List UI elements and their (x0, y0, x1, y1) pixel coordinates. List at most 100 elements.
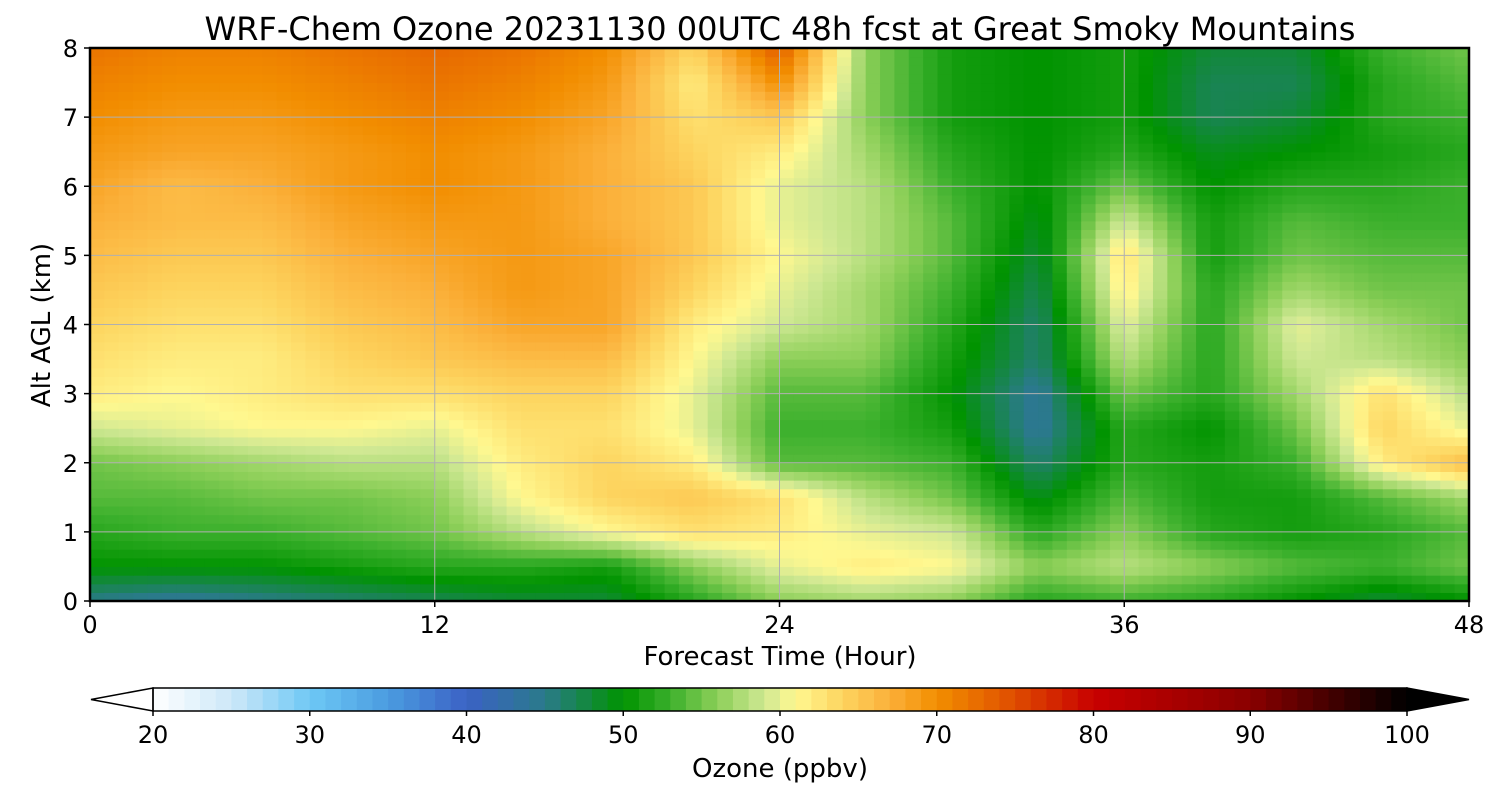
heatmap-cell (923, 583, 939, 593)
heatmap-cell (1440, 194, 1456, 205)
heatmap-cell (147, 229, 163, 239)
heatmap-cell (1095, 350, 1111, 360)
heatmap-cell (1339, 462, 1355, 472)
heatmap-cell (90, 341, 105, 352)
heatmap-cell (865, 238, 881, 248)
heatmap-cell (463, 333, 479, 343)
heatmap-cell (621, 359, 637, 369)
heatmap-cell (851, 272, 867, 282)
heatmap-cell (190, 428, 206, 438)
heatmap-cell (1224, 151, 1240, 161)
heatmap-cell (305, 566, 321, 576)
heatmap-cell (865, 272, 881, 282)
heatmap-cell (1181, 523, 1197, 533)
heatmap-cell (607, 428, 623, 438)
heatmap-cell (678, 549, 694, 559)
heatmap-cell (1095, 298, 1111, 308)
heatmap-cell (406, 531, 421, 542)
heatmap-cell (851, 324, 867, 334)
heatmap-cell (1310, 315, 1326, 326)
heatmap-cell (319, 212, 335, 222)
heatmap-cell (161, 350, 177, 360)
heatmap-cell (535, 264, 551, 274)
heatmap-cell (391, 350, 407, 360)
heatmap-cell (463, 307, 479, 317)
heatmap-cell (865, 177, 881, 187)
heatmap-cell (1167, 540, 1183, 550)
heatmap-cell (1038, 505, 1054, 516)
heatmap-cell (204, 410, 220, 421)
heatmap-cell (449, 540, 465, 550)
heatmap-cell (779, 333, 795, 343)
heatmap-cell (607, 246, 623, 256)
heatmap-cell (391, 359, 407, 369)
heatmap-cell (1224, 177, 1240, 187)
heatmap-cell (664, 367, 680, 377)
heatmap-cell (118, 168, 134, 179)
heatmap-cell (1382, 419, 1398, 429)
heatmap-cell (736, 393, 752, 403)
heatmap-cell (233, 575, 249, 585)
heatmap-cell (420, 575, 436, 585)
heatmap-cell (994, 151, 1010, 161)
heatmap-cell (1181, 445, 1197, 455)
heatmap-cell (1167, 592, 1183, 602)
heatmap-cell (549, 471, 565, 481)
heatmap-cell (1167, 454, 1183, 464)
heatmap-cell (808, 246, 824, 256)
heatmap-cell (506, 393, 522, 403)
heatmap-cell (1296, 238, 1312, 248)
heatmap-cell (1095, 289, 1111, 300)
heatmap-cell (836, 359, 852, 369)
heatmap-cell (133, 203, 149, 213)
heatmap-cell (1052, 212, 1068, 222)
heatmap-cell (1296, 324, 1312, 334)
heatmap-cell (1454, 186, 1470, 196)
heatmap-cell (736, 289, 752, 300)
heatmap-cell (1066, 376, 1082, 386)
heatmap-cell (248, 333, 263, 343)
heatmap-cell (248, 229, 263, 239)
heatmap-cell (1339, 229, 1355, 239)
heatmap-cell (291, 177, 307, 187)
heatmap-cell (492, 186, 508, 196)
heatmap-cell (233, 480, 249, 490)
heatmap-cell (1066, 566, 1082, 576)
heatmap-cell (664, 480, 680, 490)
heatmap-cell (147, 194, 163, 205)
heatmap-cell (1397, 367, 1413, 377)
heatmap-cell (549, 350, 565, 360)
heatmap-cell (1210, 549, 1226, 559)
heatmap-cell (147, 549, 163, 559)
heatmap-cell (305, 376, 321, 386)
heatmap-cell (664, 393, 680, 403)
heatmap-cell (1138, 246, 1154, 256)
heatmap-cell (1095, 177, 1111, 187)
heatmap-cell (118, 583, 134, 593)
heatmap-cell (1440, 220, 1456, 231)
heatmap-cell (535, 341, 551, 352)
heatmap-cell (291, 220, 307, 231)
heatmap-cell (908, 410, 924, 421)
heatmap-cell (549, 410, 565, 421)
heatmap-cell (693, 480, 709, 490)
heatmap-cell (262, 272, 278, 282)
heatmap-cell (262, 177, 278, 187)
heatmap-cell (406, 488, 421, 498)
heatmap-cell (449, 497, 465, 507)
heatmap-cell (1440, 462, 1456, 472)
heatmap-cell (377, 531, 393, 542)
heatmap-cell (994, 376, 1010, 386)
heatmap-cell (865, 350, 881, 360)
heatmap-cell (607, 514, 623, 524)
heatmap-cell (477, 514, 493, 524)
heatmap-cell (951, 298, 967, 308)
heatmap-cell (578, 445, 594, 455)
heatmap-cell (621, 281, 637, 291)
heatmap-cell (1196, 471, 1212, 481)
heatmap-cell (1038, 212, 1054, 222)
heatmap-cell (305, 471, 321, 481)
heatmap-cell (1440, 367, 1456, 377)
heatmap-cell (248, 523, 263, 533)
heatmap-cell (233, 497, 249, 507)
